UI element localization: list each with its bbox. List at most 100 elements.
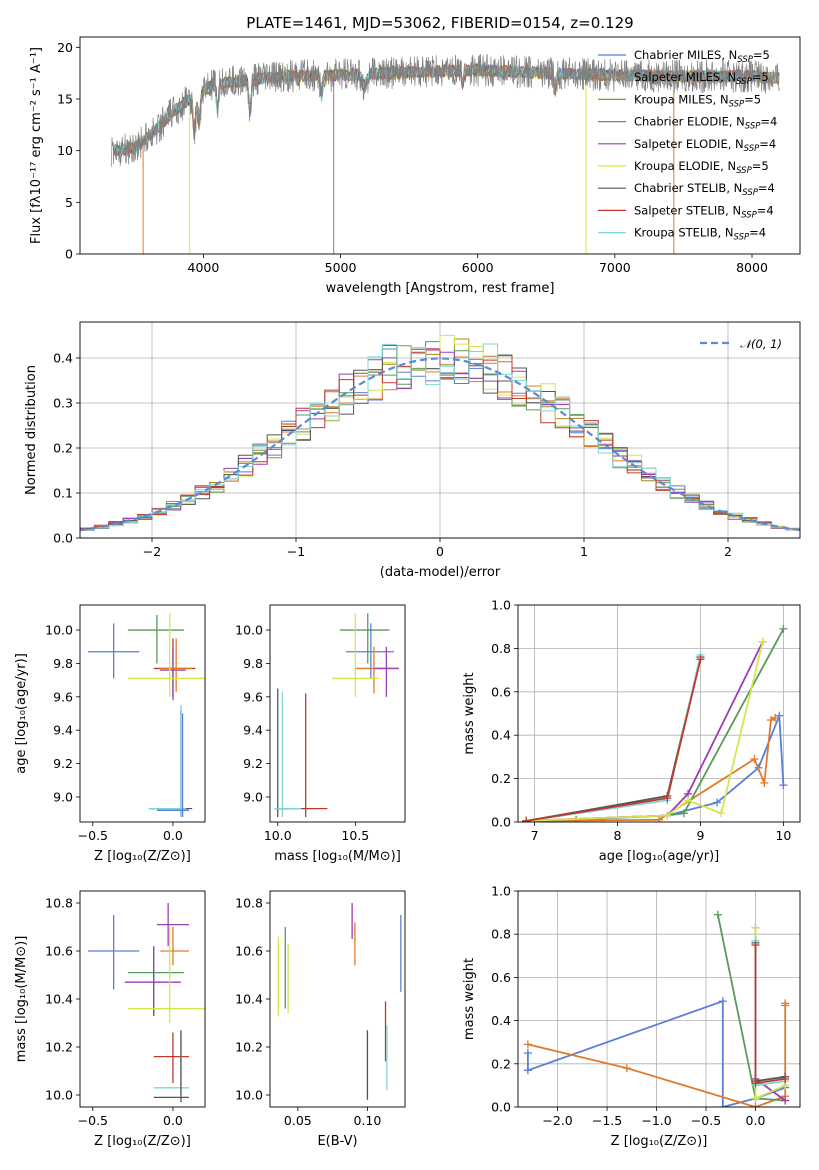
residuals-panel: −2 −1 0 1 2 0.0 0.1 0.2 0.3 0.4 𝒩(0, 1) (data-model… xyxy=(24,321,801,580)
y-tick-label: 10.4 xyxy=(235,992,263,1007)
legend-entry-base: Kroupa STELIB, N xyxy=(634,226,734,240)
legend-entry: Salpeter ELODIE, NSSP=4 xyxy=(634,137,776,154)
axes-frame xyxy=(79,321,801,539)
x-tick-label: −1 xyxy=(287,544,305,559)
legend-entry: Kroupa STELIB, NSSP=4 xyxy=(634,226,766,243)
y-tick-label: 15 xyxy=(57,92,73,107)
mass-z-plot-area xyxy=(88,903,205,1103)
histogram-step-line xyxy=(80,343,800,531)
legend-entry: Kroupa ELODIE, NSSP=5 xyxy=(634,159,769,176)
residuals-plot-area xyxy=(80,334,800,532)
series-line xyxy=(526,654,702,822)
legend-entry: Kroupa MILES, NSSP=5 xyxy=(634,92,761,109)
legend-entry-tail: =5 xyxy=(752,159,769,173)
x-tick-label: 0.0 xyxy=(746,1113,766,1128)
y-axis-label: Normed distribution xyxy=(24,365,39,495)
y-tick-label: 10 xyxy=(57,143,73,158)
series-line xyxy=(526,717,776,822)
legend-entry-base: Kroupa MILES, N xyxy=(634,92,729,106)
massweight-age-plot-area xyxy=(522,624,788,822)
x-tick-label: 8 xyxy=(614,828,622,843)
legend-entry-tail: =4 xyxy=(758,181,775,195)
legend-entry-tail: =5 xyxy=(744,92,761,106)
age-mass-panel: 10.0 10.5 9.0 9.2 9.4 9.6 9.8 10.0 mass [log₁₀(M… xyxy=(235,604,406,864)
y-tick-label: 0.8 xyxy=(491,641,511,656)
legend-entry: Chabrier MILES, NSSP=5 xyxy=(634,48,770,65)
massweight-age-panel: 7 8 9 10 0.0 0.2 0.4 0.6 0.8 1.0 age [log₁₀(age/yr… xyxy=(462,598,801,864)
legend-entry-tail: =4 xyxy=(749,226,766,240)
y-tick-label: 0.4 xyxy=(491,728,511,743)
x-tick-label: 10 xyxy=(775,828,791,843)
legend-entry-base: Chabrier ELODIE, N xyxy=(634,115,745,129)
y-tick-label: 10.0 xyxy=(45,1088,73,1103)
legend-entry-base: Chabrier MILES, N xyxy=(634,48,737,62)
y-axis-label: Flux [fλ10⁻¹⁷ erg cm⁻² s⁻¹ A⁻¹] xyxy=(29,47,44,244)
y-axis-label: mass weight xyxy=(462,958,477,1040)
y-tick-label: 9.4 xyxy=(243,723,263,738)
x-tick-label: 8000 xyxy=(736,260,768,275)
y-tick-label: 9.8 xyxy=(243,656,263,671)
massweight-z-panel: −2.0 −1.5 −1.0 −0.5 0.0 0.0 0.2 0.4 0.6 0.8 1.0 Z [… xyxy=(462,884,801,1149)
y-tick-label: 0.8 xyxy=(491,927,511,942)
legend-entry-sub: SSP xyxy=(734,233,750,243)
y-tick-label: 0.2 xyxy=(491,1056,511,1071)
legend-entry-tail: =4 xyxy=(759,137,776,151)
series-line xyxy=(754,945,786,1085)
x-tick-label: −0.5 xyxy=(78,1113,108,1128)
x-tick-label: 5000 xyxy=(325,260,357,275)
y-axis-label: mass [log₁₀(M/M⊙)] xyxy=(14,936,29,1063)
x-tick-label: −0.5 xyxy=(78,828,108,843)
legend-entry-sub: SSP xyxy=(744,144,760,154)
legend-entry-tail: =4 xyxy=(757,203,774,217)
y-axis-label: age [log₁₀(age/yr)] xyxy=(14,653,29,774)
y-tick-label: 0.0 xyxy=(491,1100,511,1115)
legend-entry: Chabrier STELIB, NSSP=4 xyxy=(634,181,775,198)
spectrum-panel: 4000 5000 6000 7000 8000 0 5 10 15 20 Chabrier MIL… xyxy=(29,36,801,296)
spectrum-plot-area xyxy=(111,53,780,254)
y-tick-label: 0.4 xyxy=(53,351,73,366)
x-tick-label: 7 xyxy=(531,828,539,843)
legend-entry-sub: SSP xyxy=(745,122,761,132)
axes-frame xyxy=(79,604,206,823)
y-tick-label: 10.0 xyxy=(235,623,263,638)
x-axis-label: E(B-V) xyxy=(317,1134,357,1149)
x-tick-label: 9 xyxy=(696,828,704,843)
y-tick-label: 20 xyxy=(57,40,73,55)
series-line xyxy=(754,927,786,1102)
data-spectrum-line xyxy=(111,53,780,167)
legend-entry: 𝒩(0, 1) xyxy=(740,337,782,351)
series-line xyxy=(526,628,785,822)
x-tick-label: 2 xyxy=(724,544,732,559)
axes-frame xyxy=(517,890,801,1108)
series-line xyxy=(526,656,702,822)
legend-entry-base: Salpeter ELODIE, N xyxy=(634,137,744,151)
y-tick-label: 0.6 xyxy=(491,684,511,699)
y-tick-label: 10.8 xyxy=(45,896,73,911)
legend-entry-sub: SSP xyxy=(736,166,752,176)
mass-z-panel: −0.5 0.0 10.0 10.2 10.4 10.6 10.8 Z [log₁₀(Z/Z⊙… xyxy=(14,890,206,1149)
x-tick-label: −2 xyxy=(143,544,161,559)
x-axis-label: Z [log₁₀(Z/Z⊙)] xyxy=(94,1134,191,1149)
age-mass-plot-area xyxy=(274,613,399,817)
x-tick-label: 0.0 xyxy=(163,828,183,843)
y-tick-label: 10.0 xyxy=(45,623,73,638)
mass-ebv-panel: 0.05 0.10 10.0 10.2 10.4 10.6 10.8 E(B-V) xyxy=(235,890,406,1149)
y-tick-label: 9.6 xyxy=(243,689,263,704)
series-line xyxy=(526,659,702,822)
y-tick-label: 0.2 xyxy=(53,441,73,456)
legend-entry-sub: SSP xyxy=(742,188,758,198)
y-tick-label: 10.6 xyxy=(235,944,263,959)
y-tick-label: 0.6 xyxy=(491,970,511,985)
x-axis-label: (data-model)/error xyxy=(380,565,501,580)
legend-entry-base: Chabrier STELIB, N xyxy=(634,181,742,195)
y-tick-label: 10.0 xyxy=(235,1088,263,1103)
legend-entry: Chabrier ELODIE, NSSP=4 xyxy=(634,115,777,132)
legend-entry-tail: =5 xyxy=(753,48,770,62)
y-tick-label: 9.0 xyxy=(243,789,263,804)
x-tick-label: 0.05 xyxy=(284,1113,312,1128)
y-tick-label: 10.4 xyxy=(45,992,73,1007)
y-tick-label: 0.1 xyxy=(53,486,73,501)
x-axis-label: wavelength [Angstrom, rest frame] xyxy=(326,281,555,296)
age-z-plot-area xyxy=(88,613,205,817)
